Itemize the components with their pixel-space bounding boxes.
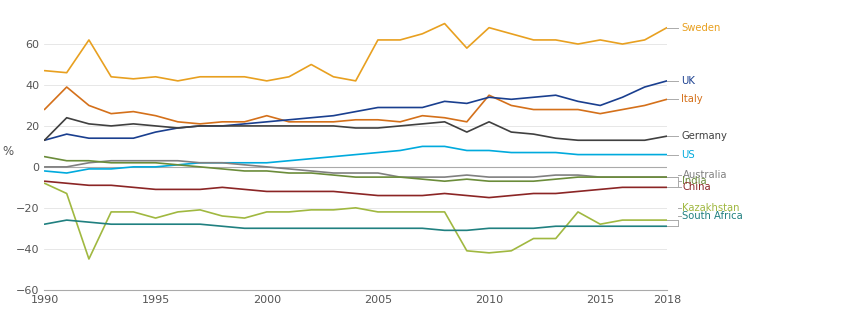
Text: South Africa: South Africa xyxy=(682,211,743,221)
Text: Sweden: Sweden xyxy=(681,23,721,33)
Text: Kazakhstan: Kazakhstan xyxy=(682,203,740,213)
Text: China: China xyxy=(682,182,711,192)
Text: Italy: Italy xyxy=(681,94,703,104)
Text: India: India xyxy=(682,176,707,186)
Text: Germany: Germany xyxy=(681,131,728,141)
Text: UK: UK xyxy=(681,76,695,86)
Text: Australia: Australia xyxy=(682,170,727,180)
Text: US: US xyxy=(681,150,695,160)
Y-axis label: %: % xyxy=(3,145,14,158)
